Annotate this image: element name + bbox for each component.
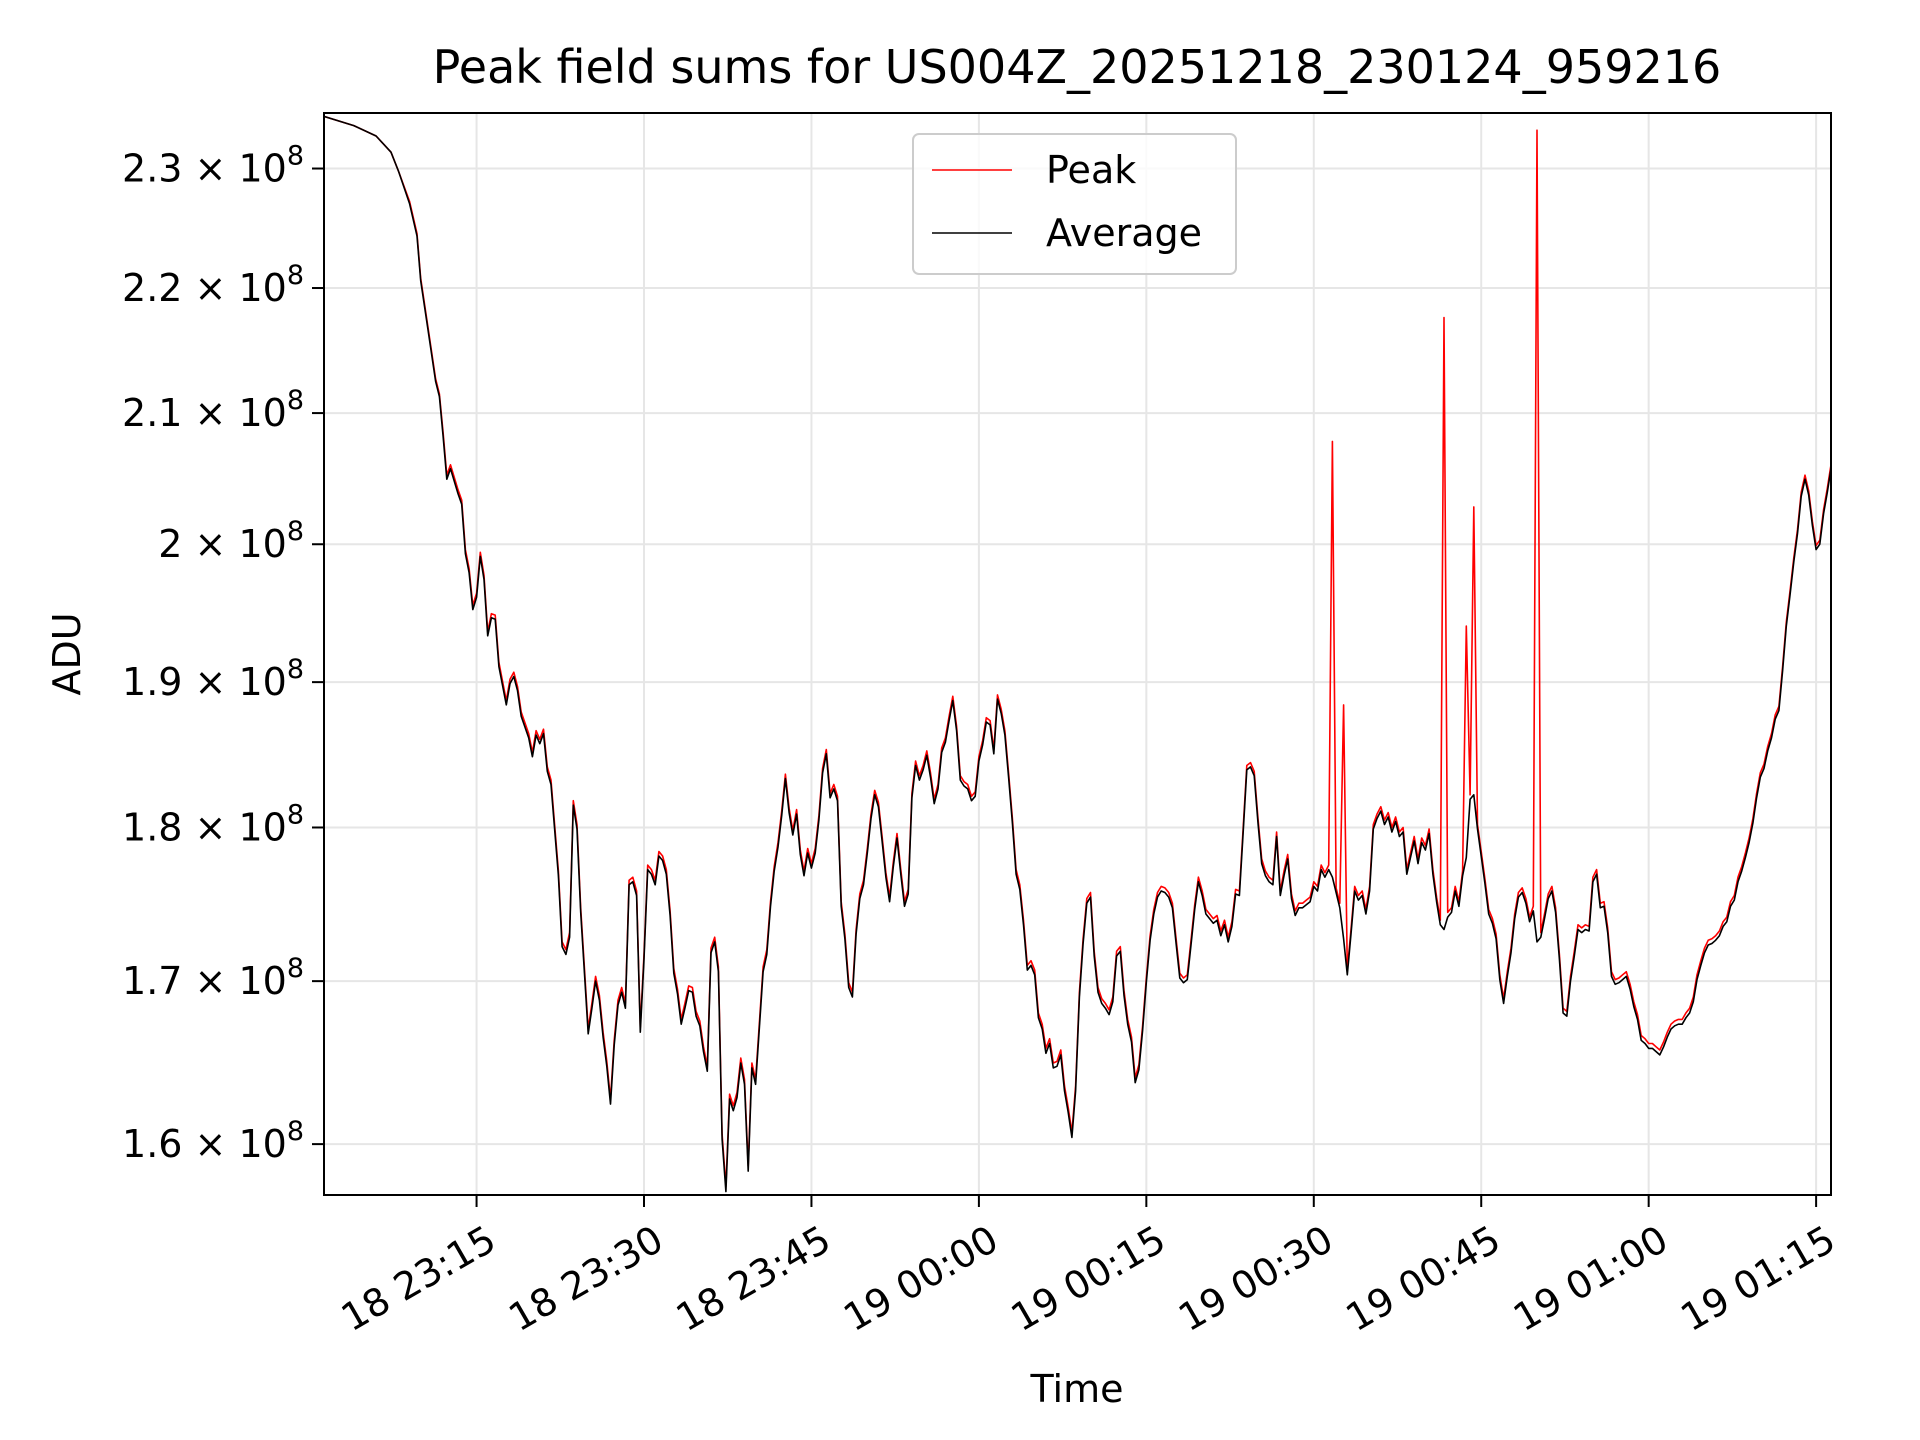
y-tick-label: 2.3 × 108 xyxy=(122,141,304,191)
y-tick-label: 1.8 × 108 xyxy=(122,799,304,849)
y-tick-label: 2.1 × 108 xyxy=(122,385,304,435)
legend-label-peak: Peak xyxy=(1046,148,1136,192)
series-line-average xyxy=(324,115,1831,1193)
y-tick-label: 1.6 × 108 xyxy=(122,1116,304,1166)
series-layer xyxy=(324,115,1831,1193)
y-tick-label: 2 × 108 xyxy=(158,516,304,566)
y-axis-label: ADU xyxy=(45,612,89,695)
grid-lines xyxy=(324,113,1831,1195)
x-axis-label: Time xyxy=(1030,1367,1124,1411)
plot-frame xyxy=(323,112,1832,1196)
y-tick-label: 1.7 × 108 xyxy=(122,953,304,1003)
legend-label-average: Average xyxy=(1046,211,1202,255)
chart-title: Peak field sums for US004Z_20251218_2301… xyxy=(433,40,1722,94)
y-tick-label: 2.2 × 108 xyxy=(122,260,304,310)
y-tick-label: 1.9 × 108 xyxy=(122,654,304,704)
legend: Peak Average xyxy=(912,133,1237,275)
y-axis: 1.6 × 108 1.7 × 108 1.8 × 108 1.9 × 108 2 × … xyxy=(122,141,324,1166)
legend-box xyxy=(912,133,1237,275)
